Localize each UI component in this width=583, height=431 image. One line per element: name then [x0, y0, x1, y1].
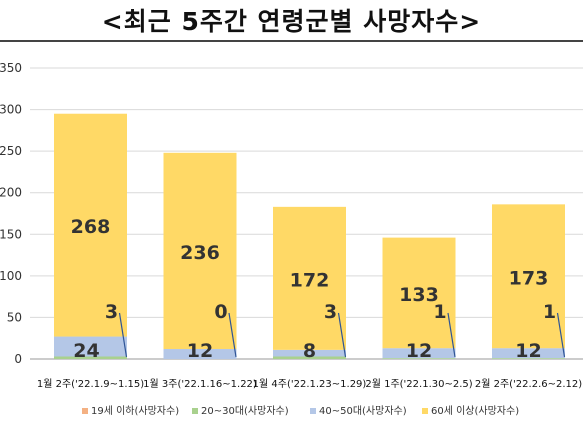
- y-tick-label: 300: [0, 103, 22, 117]
- data-label-40-50: 24: [73, 340, 99, 362]
- bar-segment: [382, 358, 456, 359]
- bar-segment: [382, 348, 456, 359]
- leader-line: [337, 312, 347, 358]
- bar-segment: [54, 113, 127, 337]
- bar-segment: [273, 206, 346, 350]
- bar-segment: [54, 356, 127, 359]
- x-category-label: 1월 3주('22.1.16~1.22): [143, 378, 257, 390]
- x-category-label: 1월 2주('22.1.9~1.15): [37, 378, 144, 390]
- x-category-label: 1월 4주('22.1.23~1.29): [253, 378, 367, 390]
- data-label-40-50: 8: [303, 340, 316, 362]
- leader-line: [556, 312, 566, 358]
- x-category-label: 2월 1주('22.1.30~2.5): [365, 378, 472, 390]
- x-category-label: 2월 2주('22.2.6~2.12): [475, 378, 582, 390]
- bars: [54, 113, 565, 359]
- bar-segment: [492, 358, 565, 359]
- data-label-20-30: 1: [543, 301, 556, 323]
- legend-swatch: [422, 408, 428, 414]
- legend-swatch: [82, 408, 88, 414]
- data-label-60plus: 173: [509, 267, 549, 289]
- data-label-60plus: 133: [399, 284, 439, 306]
- data-label-20-30: 3: [105, 301, 118, 323]
- bar-segment: [492, 204, 565, 349]
- y-axis: 0 50 100 150 200 250 300 350: [0, 61, 22, 366]
- data-label-40-50: 12: [187, 340, 213, 362]
- data-label-20-30: 1: [433, 301, 446, 323]
- legend-swatch: [192, 408, 198, 414]
- y-tick-label: 200: [0, 186, 22, 200]
- legend-label: 19세 이하(사망자수): [91, 404, 179, 417]
- legend-label: 40~50대(사망자수): [319, 405, 407, 417]
- x-axis: 1월 2주('22.1.9~1.15) 1월 3주('22.1.16~1.22)1…: [37, 378, 582, 390]
- y-tick-label: 100: [0, 269, 22, 283]
- data-label-40-50: 12: [406, 340, 432, 362]
- bar-segment: [163, 152, 237, 350]
- legend-swatch: [310, 408, 316, 414]
- data-label-40-50: 12: [515, 340, 541, 362]
- bar-segment: [382, 237, 456, 349]
- bar-segment: [273, 356, 346, 359]
- bar-segment: [54, 336, 127, 357]
- data-label-60plus: 236: [180, 242, 220, 264]
- data-label-20-30: 0: [214, 301, 227, 323]
- y-tick-label: 0: [14, 352, 22, 366]
- legend: 19세 이하(사망자수) 20~30대(사망자수) 40~50대(사망자수) 60세 …: [82, 404, 519, 417]
- bar-segment: [163, 349, 237, 359]
- y-tick-label: 350: [0, 61, 22, 75]
- bar-segment: [273, 349, 346, 357]
- legend-label: 60세 이상(사망자수): [431, 405, 519, 417]
- y-tick-label: 250: [0, 144, 22, 158]
- title-underline: [0, 40, 583, 42]
- legend-label: 20~30대(사망자수): [201, 405, 289, 417]
- chart-title: <최근 5주간 연령군별 사망자수>: [101, 7, 482, 36]
- leader-line: [228, 312, 237, 358]
- data-label-20-30: 3: [324, 301, 337, 323]
- y-tick-label: 50: [7, 310, 22, 324]
- leader-line: [447, 312, 456, 358]
- data-label-60plus: 268: [71, 216, 111, 238]
- bar-segment: [492, 348, 565, 359]
- data-label-60plus: 172: [290, 269, 330, 291]
- y-tick-label: 150: [0, 227, 22, 241]
- leader-line: [118, 312, 128, 358]
